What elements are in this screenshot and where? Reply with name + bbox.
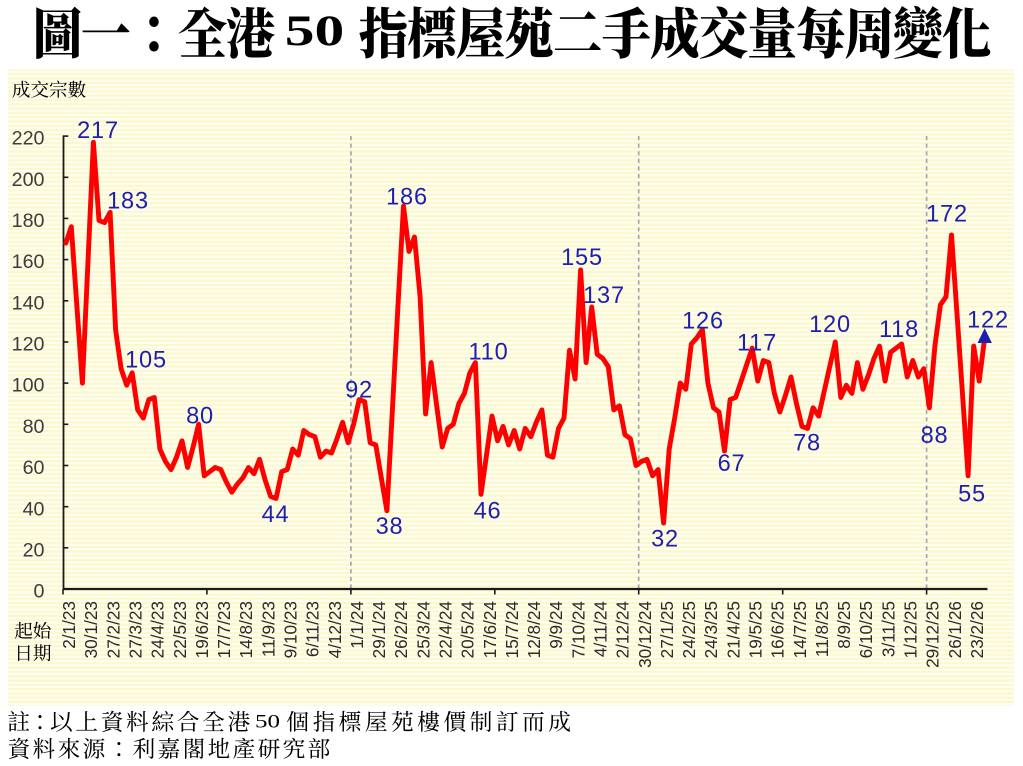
svg-text:7/10/24: 7/10/24 (568, 601, 588, 659)
svg-text:20/5/24: 20/5/24 (458, 601, 478, 659)
svg-text:88: 88 (921, 423, 949, 449)
svg-text:120: 120 (12, 334, 45, 356)
svg-text:200: 200 (12, 169, 45, 191)
svg-text:38: 38 (376, 514, 404, 540)
svg-text:137: 137 (583, 283, 625, 309)
svg-text:17/7/23: 17/7/23 (214, 601, 234, 658)
svg-text:27/3/23: 27/3/23 (126, 601, 146, 658)
svg-text:21/4/25: 21/4/25 (723, 601, 743, 658)
svg-text:4/11/24: 4/11/24 (591, 601, 611, 658)
svg-text:220: 220 (12, 128, 45, 150)
svg-text:217: 217 (77, 118, 119, 144)
svg-text:80: 80 (23, 416, 45, 438)
svg-text:44: 44 (262, 502, 290, 528)
svg-text:26/1/26: 26/1/26 (945, 601, 965, 658)
svg-text:186: 186 (386, 185, 428, 211)
svg-text:40: 40 (23, 498, 45, 520)
svg-text:46: 46 (474, 499, 502, 525)
svg-text:0: 0 (34, 581, 45, 603)
svg-text:30/1/23: 30/1/23 (81, 601, 101, 658)
svg-text:30/12/24: 30/12/24 (635, 601, 655, 668)
svg-text:25/3/24: 25/3/24 (413, 601, 433, 659)
svg-text:20: 20 (23, 539, 45, 561)
svg-text:140: 140 (12, 292, 45, 314)
svg-text:14/8/23: 14/8/23 (236, 601, 256, 658)
svg-text:100: 100 (12, 375, 45, 397)
svg-text:29/1/24: 29/1/24 (369, 601, 389, 659)
svg-text:29/12/25: 29/12/25 (923, 601, 943, 668)
svg-text:19/6/23: 19/6/23 (192, 601, 212, 658)
svg-text:8/9/25: 8/9/25 (834, 601, 854, 649)
svg-text:117: 117 (737, 331, 777, 357)
svg-text:12/8/24: 12/8/24 (524, 601, 544, 659)
svg-text:6/11/23: 6/11/23 (303, 601, 323, 657)
svg-text:14/7/25: 14/7/25 (790, 601, 810, 658)
svg-text:15/7/24: 15/7/24 (502, 601, 522, 659)
svg-text:4/12/23: 4/12/23 (325, 601, 345, 658)
svg-text:24/4/23: 24/4/23 (148, 601, 168, 658)
svg-text:11/8/25: 11/8/25 (812, 601, 832, 657)
svg-text:17/6/24: 17/6/24 (480, 601, 500, 659)
svg-text:67: 67 (718, 451, 746, 477)
svg-text:50: 50 (255, 712, 280, 733)
svg-text:23/2/26: 23/2/26 (967, 601, 987, 658)
svg-text:172: 172 (926, 202, 968, 228)
svg-text:9/10/23: 9/10/23 (281, 601, 301, 658)
svg-text:6/10/25: 6/10/25 (856, 601, 876, 658)
svg-text:24/2/25: 24/2/25 (679, 601, 699, 658)
svg-text:19/5/25: 19/5/25 (746, 601, 766, 658)
svg-text:22/5/23: 22/5/23 (170, 601, 190, 658)
svg-text:32: 32 (651, 527, 679, 553)
svg-text:55: 55 (958, 482, 986, 508)
svg-text:92: 92 (345, 378, 373, 404)
svg-text:155: 155 (561, 245, 603, 271)
svg-text:11/9/23: 11/9/23 (258, 601, 278, 657)
svg-text:126: 126 (682, 309, 724, 335)
svg-text:9/9/24: 9/9/24 (546, 601, 566, 649)
svg-text:60: 60 (23, 457, 45, 479)
svg-text:110: 110 (468, 340, 508, 366)
svg-text:180: 180 (12, 210, 45, 232)
svg-text:2/1/23: 2/1/23 (59, 601, 79, 649)
svg-text:1/1/24: 1/1/24 (347, 601, 367, 649)
svg-text:50: 50 (285, 8, 345, 55)
svg-text:120: 120 (809, 312, 851, 338)
svg-text:3/11/25: 3/11/25 (878, 601, 898, 657)
svg-text:118: 118 (879, 317, 919, 343)
svg-text:1/12/25: 1/12/25 (901, 601, 921, 658)
svg-text:78: 78 (793, 431, 821, 457)
svg-text:22/4/24: 22/4/24 (436, 601, 456, 659)
svg-text:26/2/24: 26/2/24 (391, 601, 411, 659)
svg-text:27/1/25: 27/1/25 (657, 601, 677, 658)
svg-text:122: 122 (967, 308, 1009, 334)
svg-text:183: 183 (107, 189, 149, 215)
svg-text:24/3/25: 24/3/25 (701, 601, 721, 658)
svg-text:80: 80 (186, 404, 214, 430)
svg-text:27/2/23: 27/2/23 (103, 601, 123, 658)
svg-text:105: 105 (125, 348, 167, 374)
svg-text:160: 160 (12, 251, 45, 273)
svg-text:16/6/25: 16/6/25 (768, 601, 788, 658)
svg-text:2/12/24: 2/12/24 (613, 601, 633, 659)
